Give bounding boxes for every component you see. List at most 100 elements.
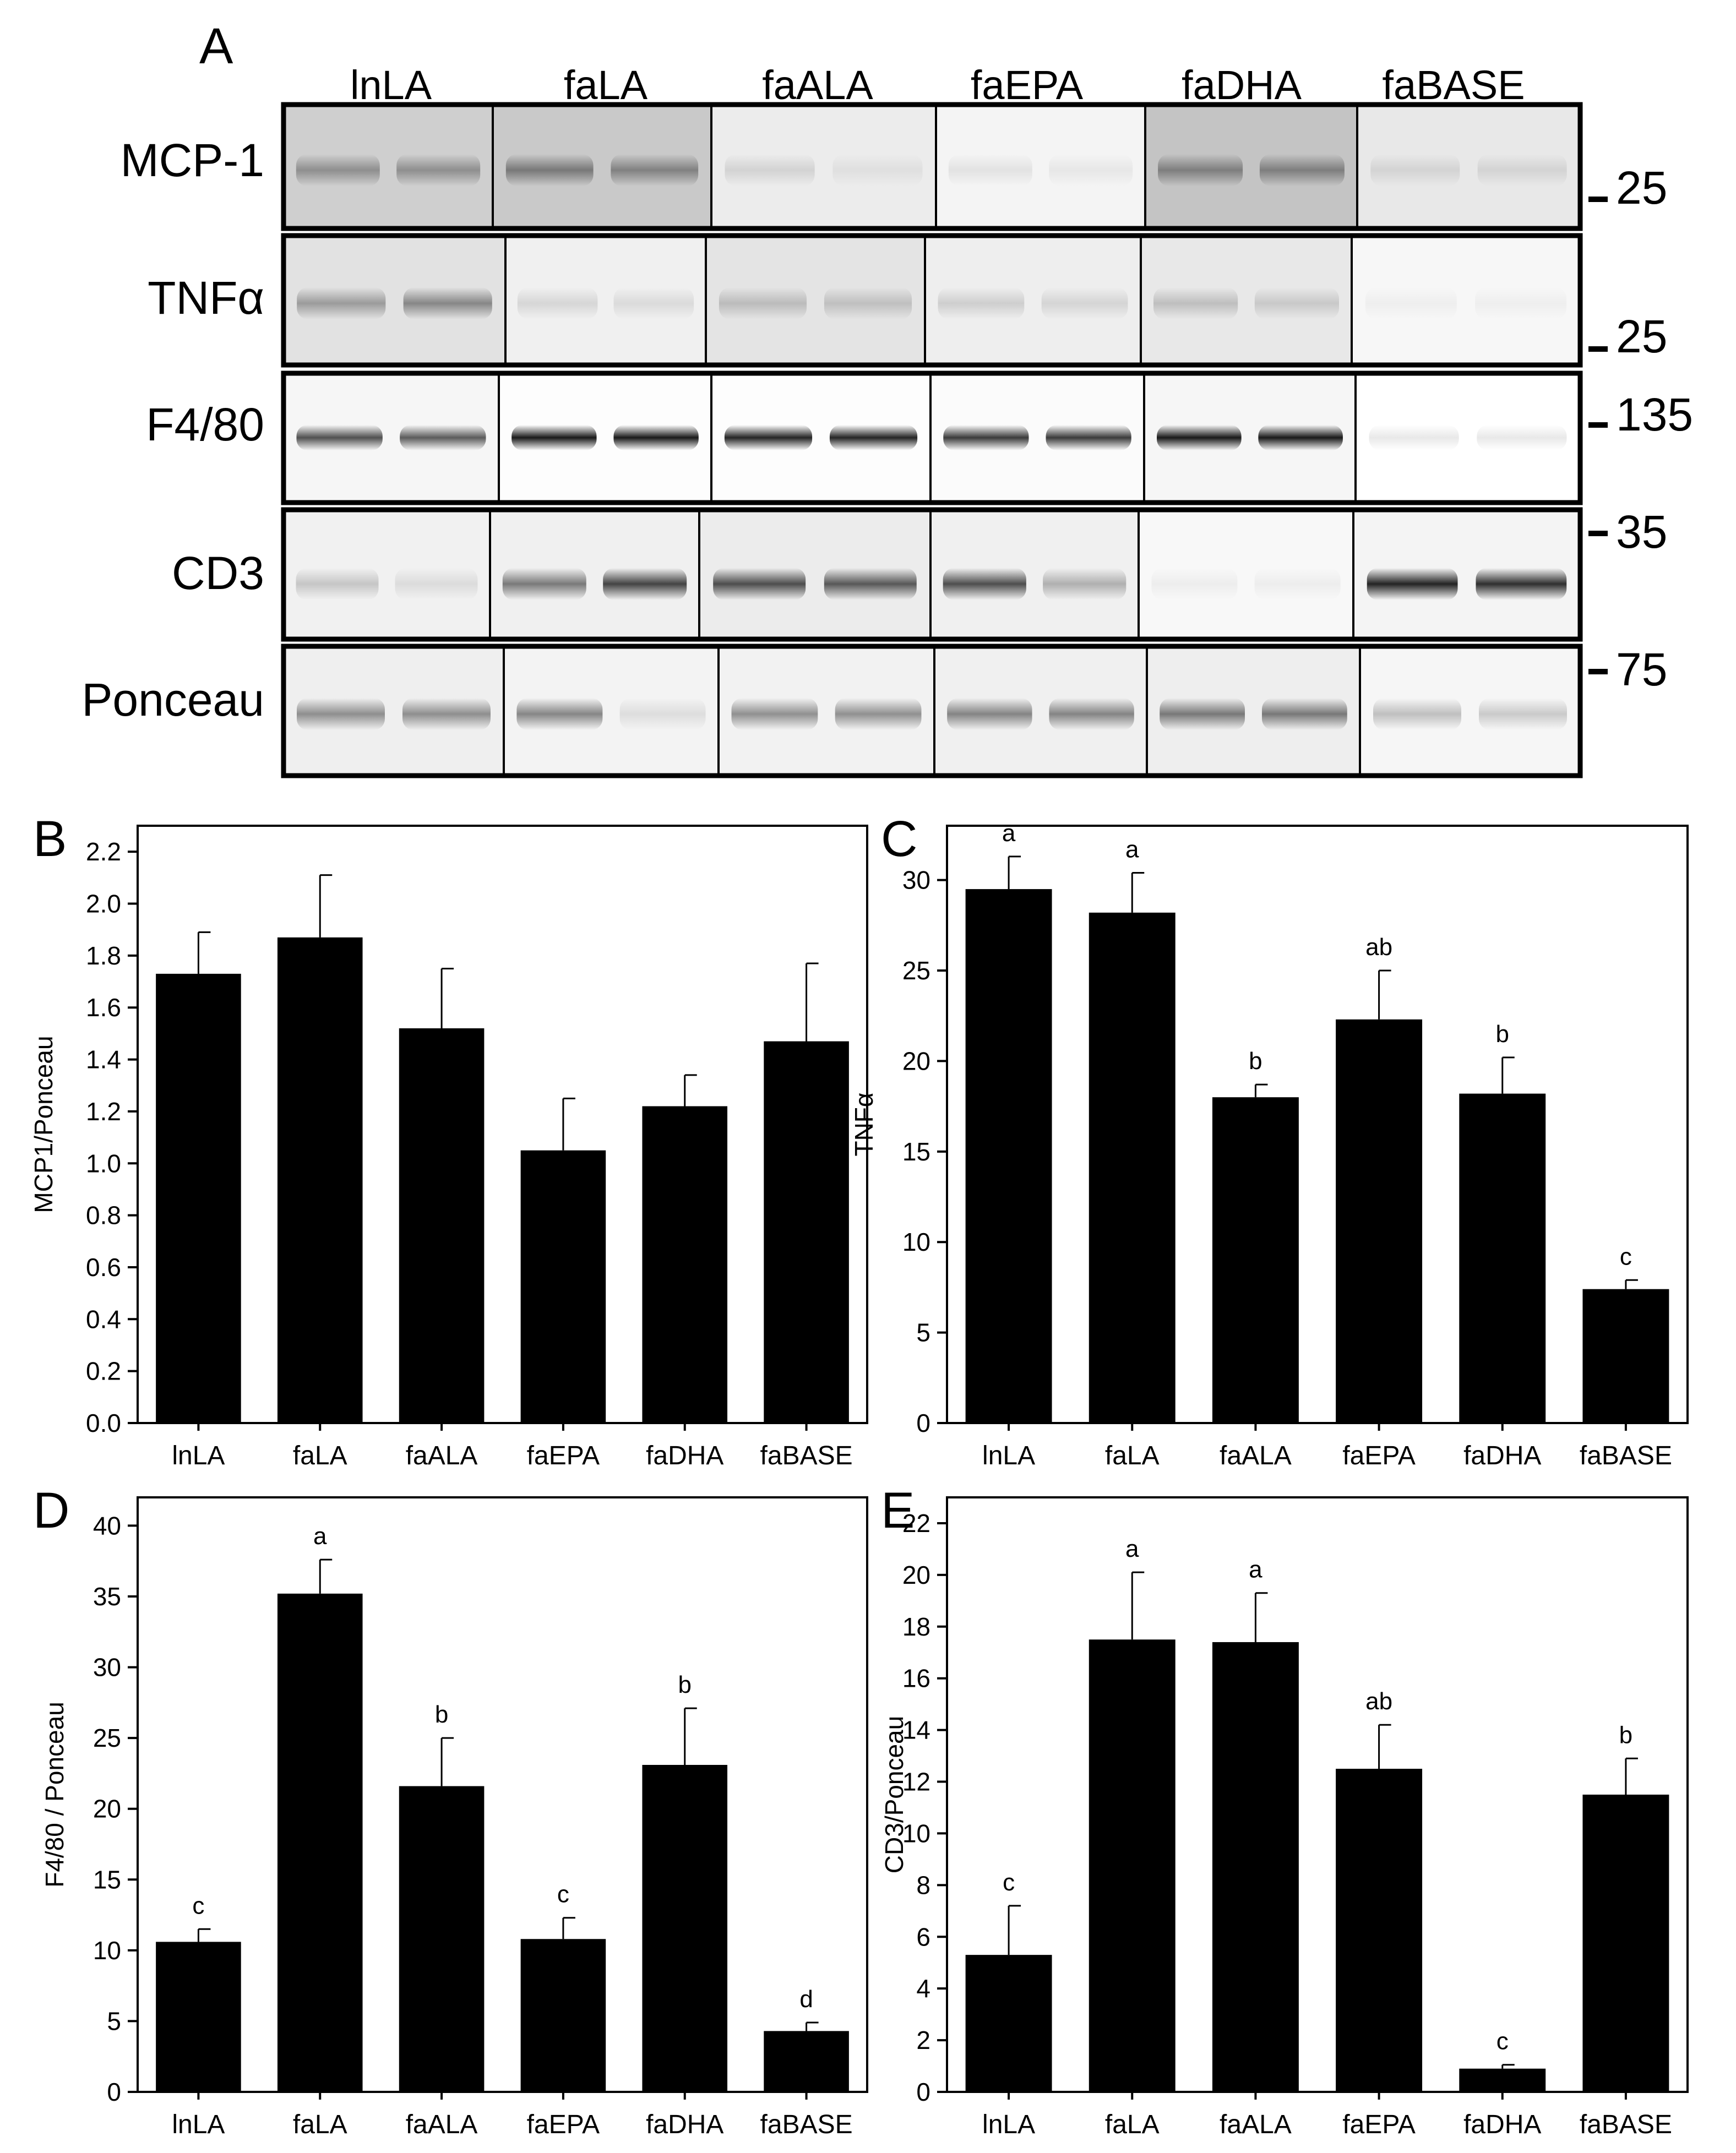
blot-band — [1158, 154, 1243, 186]
bar-faALA — [399, 1786, 485, 2092]
x-tick-label-faEPA: faEPA — [527, 2110, 600, 2139]
y-tick-label: 15 — [902, 1137, 930, 1166]
blot-band — [724, 425, 813, 450]
y-tick-label: 2.0 — [86, 890, 121, 918]
bar-faDHA — [1459, 1093, 1546, 1423]
blot-row-border — [281, 644, 1583, 778]
bar-faDHA — [1459, 2068, 1546, 2092]
y-tick-label: 5 — [107, 2007, 121, 2035]
x-tick-label-faALA: faALA — [406, 2110, 478, 2139]
bar-faLA — [277, 1593, 363, 2092]
blot-band — [505, 154, 594, 186]
blot-band — [1476, 568, 1567, 600]
x-tick-label-faALA: faALA — [406, 1441, 478, 1470]
bar-charts: B 0.0 0.2 0.4 0.6 0.8 1.0 1.2 1.4 1.6 1.8 2.0 2.2 MCP… — [29, 811, 1689, 2139]
x-tick-label-lnLA: lnLA — [982, 1441, 1035, 1470]
blot-band — [400, 425, 486, 450]
y-tick-label: 8 — [916, 1871, 930, 1899]
x-tick-label-faLA: faLA — [293, 2110, 347, 2139]
bar-faLA — [1089, 1639, 1176, 2092]
blot-band — [297, 287, 386, 319]
blot-band — [516, 698, 603, 730]
blot-band — [824, 568, 917, 600]
blot-band — [713, 568, 806, 600]
y-tick-label: 10 — [902, 1228, 930, 1256]
bar-faBASE — [1582, 1795, 1669, 2092]
x-tick-label-faDHA: faDHA — [1463, 1441, 1541, 1470]
x-tick-label-faEPA: faEPA — [1342, 2110, 1416, 2139]
y-tick-label: 35 — [93, 1582, 121, 1611]
x-tick-label-faDHA: faDHA — [646, 2110, 723, 2139]
y-tick-label: 2.2 — [86, 837, 121, 866]
blot-band — [1157, 425, 1242, 450]
sig-letter-faEPA: ab — [1365, 934, 1392, 961]
x-tick-label-faBASE: faBASE — [1580, 2110, 1672, 2139]
blot-band — [603, 568, 687, 600]
blot-band — [1373, 698, 1461, 730]
blot-band — [611, 154, 699, 186]
x-tick-label-lnLA: lnLA — [172, 2110, 225, 2139]
lane-header-faALA: faALA — [762, 62, 873, 108]
blot-band — [297, 698, 385, 730]
bar-lnLA — [156, 973, 241, 1423]
x-tick-label-faLA: faLA — [1105, 1441, 1160, 1470]
blot-band — [613, 425, 699, 450]
blot-band — [296, 154, 380, 186]
blot-band — [502, 568, 586, 600]
bar-lnLA — [156, 1942, 241, 2092]
y-tick-label: 25 — [93, 1724, 121, 1752]
bar-faALA — [399, 1028, 485, 1423]
x-tick-label-faLA: faLA — [293, 1441, 347, 1470]
y-tick-label: 5 — [916, 1318, 930, 1347]
y-tick-label: 25 — [902, 956, 930, 985]
x-tick-label-lnLA: lnLA — [982, 2110, 1035, 2139]
blot-band — [824, 287, 912, 319]
plot-frame — [946, 825, 1689, 1424]
blot-band — [403, 287, 492, 319]
x-tick-label-faDHA: faDHA — [1463, 2110, 1541, 2139]
x-tick-label-faDHA: faDHA — [646, 1441, 723, 1470]
blot-band — [1258, 425, 1343, 450]
y-axis-label: MCP1/Ponceau — [29, 1035, 58, 1213]
sig-letter-faEPA: c — [557, 1881, 569, 1908]
y-tick-label: 1.6 — [86, 993, 121, 1022]
panel-label-b: B — [33, 811, 67, 867]
chart-panel-d: D 0 5 10 15 20 25 30 35 40 F4/80 / Ponceau lnLA c faL… — [33, 1482, 868, 2139]
y-tick-label: 0 — [916, 2078, 930, 2106]
blot-band — [511, 425, 597, 450]
blot-band — [1367, 568, 1458, 600]
bar-faALA — [1212, 1097, 1299, 1423]
marker-label-35: 35 — [1616, 506, 1667, 558]
row-label-tnf: TNFα — [148, 272, 264, 324]
bar-faLA — [277, 937, 363, 1423]
sig-letter-lnLA: c — [192, 1892, 204, 1919]
y-tick-label: 40 — [93, 1511, 121, 1540]
blot-band — [396, 154, 481, 186]
y-tick-label: 0.4 — [86, 1305, 121, 1333]
panel-label-c: C — [881, 811, 917, 867]
bar-faDHA — [642, 1106, 728, 1423]
y-tick-label: 0.0 — [86, 1409, 121, 1437]
x-tick-label-faEPA: faEPA — [527, 1441, 600, 1470]
x-tick-label-faALA: faALA — [1220, 1441, 1292, 1470]
bar-faLA — [1089, 912, 1176, 1423]
sig-letter-faLA: a — [1125, 836, 1139, 863]
blot-band — [1151, 568, 1238, 600]
blot-band — [1049, 698, 1134, 730]
blot-row-mcp1: MCP-1 25 — [121, 102, 1667, 231]
bar-lnLA — [965, 1955, 1052, 2092]
blot-band — [1041, 287, 1128, 319]
blot-band — [1043, 568, 1127, 600]
panel-label-e: E — [881, 1482, 915, 1539]
blot-band — [296, 568, 379, 600]
blot-band — [719, 287, 807, 319]
blot-band — [395, 568, 478, 600]
y-axis-label: F4/80 / Ponceau — [40, 1702, 69, 1888]
sig-letter-faALA: b — [1249, 1048, 1262, 1075]
y-tick-label: 1.8 — [86, 941, 121, 970]
blot-band — [835, 698, 922, 730]
sig-letter-faLA: a — [1125, 1535, 1139, 1562]
blot-band — [1369, 425, 1459, 450]
y-tick-label: 0 — [107, 2078, 121, 2106]
y-tick-label: 30 — [93, 1653, 121, 1682]
